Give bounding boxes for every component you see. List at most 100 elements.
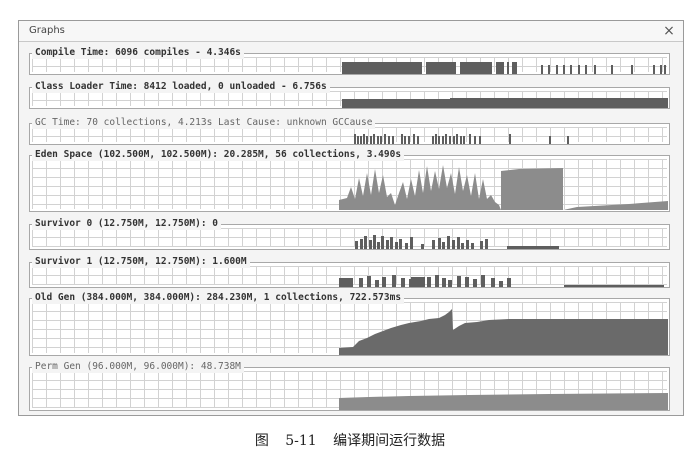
compile-activity-bar [342, 62, 422, 74]
caption-text: 编译期间运行数据 [333, 433, 446, 449]
eden-space-graph: Eden Space (102.500M, 102.500M): 20.285M… [29, 149, 670, 212]
survivor0-usage-bar [355, 241, 358, 249]
survivor1-usage-bar [367, 276, 371, 287]
compile-activity-bar [460, 62, 492, 74]
compile-time-label: Compile Time: 6096 compiles - 4.346s [32, 47, 244, 59]
survivor0-usage-bar [360, 239, 363, 249]
survivor0-usage-bar [405, 243, 408, 249]
survivor0-usage-bar [381, 236, 384, 249]
survivor-0-graph: Survivor 0 (12.750M, 12.750M): 0 [29, 218, 670, 250]
gc-activity-spike [469, 134, 471, 144]
gc-time-graph: GC Time: 70 collections, 4.213s Last Cau… [29, 117, 670, 145]
eden-usage-area [339, 165, 501, 210]
gc-activity-spike [373, 134, 375, 144]
survivor1-usage-bar [339, 278, 353, 287]
compile-activity-tick [563, 65, 565, 74]
survivor-1-graph: Survivor 1 (12.750M, 12.750M): 1.600M [29, 256, 670, 288]
compile-time-chart [342, 62, 666, 74]
gc-activity-spike [392, 136, 394, 144]
survivor0-usage-bar [461, 243, 464, 249]
survivor0-usage-bar [466, 240, 469, 249]
survivor0-usage-bar [373, 235, 376, 249]
survivor1-usage-bar [442, 278, 446, 287]
gc-time-label: GC Time: 70 collections, 4.213s Last Cau… [32, 117, 376, 129]
survivor-0-label: Survivor 0 (12.750M, 12.750M): 0 [32, 218, 222, 230]
survivor1-usage-bar [427, 277, 431, 287]
survivor0-usage-bar [480, 241, 483, 249]
class-loader-label: Class Loader Time: 8412 loaded, 0 unload… [32, 81, 330, 93]
survivor0-usage-bar [442, 242, 445, 249]
compile-activity-tick [570, 65, 572, 74]
old-gen-graph: Old Gen (384.000M, 384.000M): 284.230M, … [29, 292, 670, 356]
compile-activity-tick [541, 65, 543, 74]
eden-space-label: Eden Space (102.500M, 102.500M): 20.285M… [32, 149, 405, 161]
gc-activity-spike [370, 136, 372, 144]
compile-activity-tick [578, 65, 580, 74]
gc-activity-spike [567, 136, 569, 144]
window-title: Graphs [29, 25, 65, 36]
gc-activity-spike [354, 134, 356, 144]
perm-gen-label: Perm Gen (96.000M, 96.000M): 48.738M [32, 361, 244, 373]
old-gen-chart [339, 309, 668, 355]
survivor0-usage-bar [395, 242, 398, 249]
title-bar: Graphs × [19, 21, 683, 42]
classloader-activity-bar [450, 98, 668, 108]
survivor-1-label: Survivor 1 (12.750M, 12.750M): 1.600M [32, 256, 250, 268]
class-loader-graph: Class Loader Time: 8412 loaded, 0 unload… [29, 81, 670, 109]
survivor0-usage-bar [471, 243, 474, 249]
gc-activity-spike [413, 134, 415, 144]
compile-activity-bar [496, 62, 504, 74]
compile-activity-bar [512, 62, 517, 74]
survivor1-usage-bar [382, 277, 386, 287]
gc-activity-spike [453, 136, 455, 144]
survivor1-usage-bar [465, 277, 469, 287]
compile-time-graph: Compile Time: 6096 compiles - 4.346s [29, 47, 670, 75]
survivor0-usage-bar [386, 240, 389, 249]
compile-activity-bar [507, 62, 509, 74]
gc-activity-spike [449, 136, 451, 144]
gc-activity-spike [401, 134, 403, 144]
survivor0-usage-bar [507, 246, 559, 249]
caption-figure: 图 [254, 433, 269, 449]
compile-activity-tick [664, 65, 666, 74]
compile-activity-tick [556, 65, 558, 74]
compile-activity-tick [660, 65, 662, 74]
gc-activity-spike [384, 134, 386, 144]
survivor0-usage-bar [410, 237, 413, 249]
compile-activity-tick [585, 65, 587, 74]
survivor1-usage-bar [359, 278, 363, 287]
survivor0-usage-bar [390, 237, 393, 249]
gc-activity-spike [360, 136, 362, 144]
survivor0-usage-bar [457, 237, 460, 249]
caption-number: 5-11 [285, 433, 317, 449]
gc-activity-spike [417, 136, 419, 144]
gc-activity-spike [438, 136, 440, 144]
eden-usage-area [501, 168, 563, 210]
permgen-usage-area [339, 393, 668, 410]
gc-activity-spike [435, 134, 437, 144]
compile-activity-bar [426, 62, 456, 74]
gc-activity-spike [404, 136, 406, 144]
gc-activity-spike [549, 136, 551, 144]
compile-activity-tick [631, 65, 633, 74]
eden-usage-area [563, 201, 668, 210]
gc-activity-spike [363, 134, 365, 144]
survivor0-usage-bar [399, 239, 402, 249]
compile-activity-tick [548, 65, 550, 74]
survivor1-usage-bar [481, 275, 485, 287]
oldgen-usage-area [339, 309, 668, 355]
gc-activity-spike [509, 134, 511, 144]
survivor1-usage-bar [448, 280, 452, 287]
survivor1-usage-bar [491, 278, 495, 287]
survivor1-usage-bar [457, 276, 461, 287]
gc-activity-spike [463, 136, 465, 144]
survivor0-usage-bar [452, 240, 455, 249]
close-icon[interactable]: × [663, 23, 675, 39]
perm-gen-graph: Perm Gen (96.000M, 96.000M): 48.738M [29, 361, 670, 411]
survivor1-usage-bar [435, 275, 439, 287]
compile-activity-tick [653, 65, 655, 74]
gc-activity-spike [357, 136, 359, 144]
survivor-1-chart [339, 275, 664, 287]
graph-panels: Compile Time: 6096 compiles - 4.346s Cla… [19, 43, 683, 415]
survivor0-usage-bar [432, 240, 435, 249]
